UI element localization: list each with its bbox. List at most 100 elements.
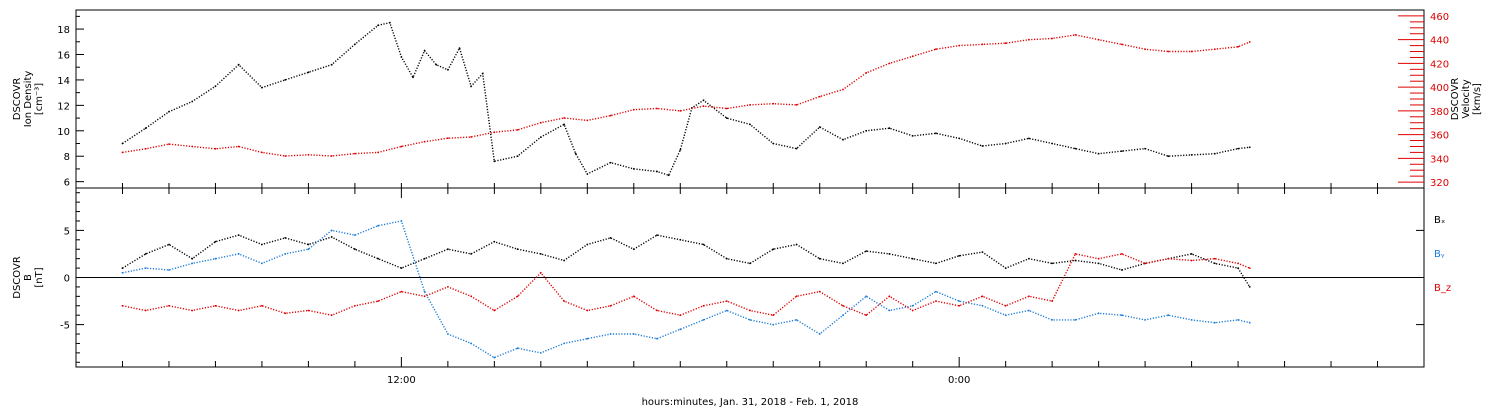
data-point-by (516, 347, 519, 350)
data-point-bz (400, 290, 403, 293)
data-point-velocity (447, 137, 449, 140)
data-point-velocity (354, 152, 356, 155)
data-point-velocity (725, 107, 728, 110)
panel-frames (75, 9, 1425, 368)
data-point-bz (1167, 257, 1170, 260)
data-point-bz (214, 304, 217, 307)
data-point-ion-density (842, 138, 844, 141)
data-point-bx (214, 240, 217, 243)
legend-entry: Bₓ (1434, 215, 1445, 226)
data-point-bz (237, 309, 240, 312)
data-point-bz (377, 300, 379, 302)
data-point-ion-density (1004, 142, 1007, 145)
data-point-ion-density (1028, 137, 1030, 140)
data-point-bx (423, 257, 426, 260)
data-point-ion-density (795, 147, 798, 150)
data-point-ion-density (144, 127, 147, 130)
data-point-ion-density (388, 21, 391, 24)
series-bx (122, 234, 1251, 288)
data-point-velocity (144, 147, 147, 150)
x-tick-label: 12:00 (387, 375, 416, 386)
data-point-bx (1121, 269, 1123, 271)
data-point-velocity (1190, 50, 1193, 53)
axis-labels: 12:00 0:00 6 8 10 12 14 16 18 320 340 360 380 400 420 4… (12, 12, 1483, 386)
data-point-by (1237, 319, 1239, 321)
x-tick-label: 0:00 (948, 375, 970, 386)
axis-ticks (75, 15, 1425, 367)
data-point-velocity (214, 147, 217, 150)
data-point-bx (470, 253, 472, 255)
data-point-ion-density (772, 142, 775, 145)
data-point-ion-density (935, 132, 937, 135)
data-point-bx (749, 262, 751, 265)
data-point-velocity (842, 88, 844, 91)
data-point-bz (516, 295, 519, 298)
data-point-bx (632, 248, 635, 251)
data-point-by (330, 229, 333, 232)
data-point-by (842, 314, 844, 317)
data-point-ion-density (1213, 152, 1216, 155)
data-point-bx (400, 267, 403, 269)
data-point-velocity (609, 114, 612, 117)
data-point-by (725, 309, 728, 312)
data-point-ion-density (435, 63, 438, 66)
data-point-bz (354, 304, 356, 307)
data-point-by (935, 290, 937, 293)
data-point-velocity (307, 153, 310, 156)
y-tick-label-density: 8 (64, 152, 70, 163)
series-by (122, 220, 1250, 359)
data-point-ion-density (354, 43, 356, 46)
series-ion-density (122, 21, 1250, 177)
data-point-bz (609, 304, 612, 307)
data-point-velocity (1144, 48, 1146, 51)
data-point-by (679, 328, 682, 331)
data-point-bz (1121, 253, 1123, 255)
data-point-ion-density (284, 79, 287, 81)
data-point-bz (772, 314, 775, 317)
data-point-ion-density (888, 127, 891, 130)
density-axis-title-line: Ion Density (23, 71, 34, 128)
series-bz (122, 253, 1250, 317)
data-point-bz (1074, 253, 1077, 255)
velocity-axis-title-line: [km/s] (1472, 83, 1483, 115)
data-point-bz (725, 300, 728, 302)
data-point-ion-density (865, 129, 868, 132)
data-point-ion-density (1237, 147, 1239, 150)
data-point-ion-density (261, 86, 263, 89)
data-point-bz (1248, 267, 1251, 269)
data-point-bx (935, 262, 937, 265)
y-tick-label-field: 0 (64, 274, 70, 285)
data-point-velocity (772, 102, 775, 105)
data-point-ion-density (667, 174, 670, 177)
data-point-ion-density (1051, 142, 1053, 145)
data-point-bz (144, 309, 147, 312)
data-point-by (795, 319, 798, 321)
data-point-bz (679, 314, 682, 317)
data-point-bz (191, 309, 194, 312)
data-point-bx (586, 243, 589, 246)
data-point-ion-density (539, 136, 542, 139)
data-point-bx (1051, 262, 1053, 265)
data-point-velocity (935, 48, 937, 51)
data-point-bx (516, 248, 519, 251)
data-point-bz (818, 290, 821, 293)
data-point-by (144, 267, 147, 269)
data-point-bx (1097, 262, 1100, 265)
data-point-ion-density (563, 123, 565, 126)
field-axis-title-line: B (23, 274, 34, 281)
x-axis-title: hours:minutes, Jan. 31, 2018 - Feb. 1, 2… (642, 397, 859, 408)
velocity-axis-title: DSCOVRVelocity[km/s] (1450, 78, 1483, 121)
data-point-ion-density (818, 126, 821, 128)
data-point-bz (749, 309, 751, 312)
data-point-bz (911, 309, 914, 312)
data-point-ion-density (377, 24, 379, 27)
data-point-by (307, 248, 310, 251)
data-point-ion-density (725, 117, 728, 119)
data-point-bz (1004, 304, 1007, 307)
y-tick-label-density: 10 (57, 127, 70, 138)
data-point-bx (795, 243, 798, 246)
data-point-bx (1074, 259, 1077, 262)
data-point-velocity (1237, 45, 1239, 48)
data-point-velocity (911, 55, 914, 58)
data-point-bx (539, 253, 542, 255)
